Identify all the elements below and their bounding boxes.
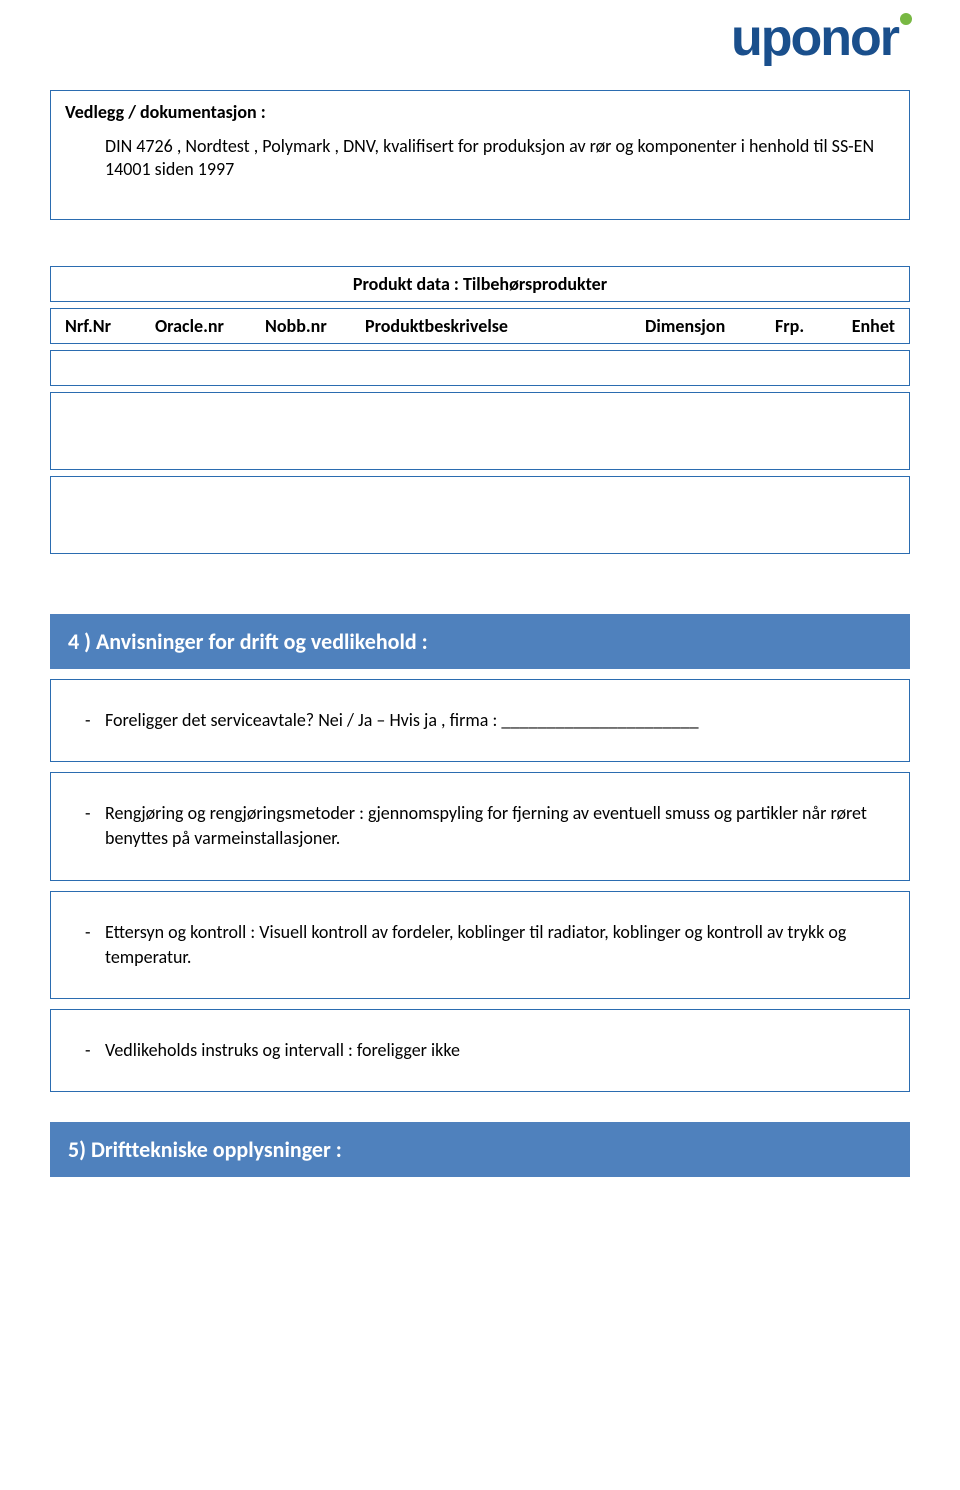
table-empty-row-3 (50, 476, 910, 554)
col-nobb: Nobb.nr (265, 315, 365, 337)
logo-text: uponor (731, 9, 898, 67)
section-5-heading: 5) Drifttekniske opplysninger : (50, 1122, 910, 1177)
table-empty-row-1 (50, 350, 910, 386)
bullet-dash-icon: - (65, 920, 105, 970)
product-table-header-row: Nrf.Nr Oracle.nr Nobb.nr Produktbeskrive… (50, 308, 910, 344)
bullet-cleaning-text: Rengjøring og rengjøringsmetoder : gjenn… (105, 801, 895, 851)
col-oracle: Oracle.nr (155, 315, 265, 337)
col-frp: Frp. (775, 315, 835, 337)
product-data-header-box: Produkt data : Tilbehørsprodukter (50, 266, 910, 302)
brand-logo: uponor (731, 8, 910, 68)
bullet-service-text: Foreligger det serviceavtale? Nei / Ja –… (105, 708, 895, 733)
bullet-dash-icon: - (65, 801, 105, 851)
col-desc: Produktbeskrivelse (365, 315, 645, 337)
bullet-inspection-text: Ettersyn og kontroll : Visuell kontroll … (105, 920, 895, 970)
attachment-body: DIN 4726 , Nordtest , Polymark , DNV, kv… (105, 135, 895, 182)
section-4-heading: 4 ) Anvisninger for drift og vedlikehold… (50, 614, 910, 669)
attachment-documentation-box: Vedlegg / dokumentasjon : DIN 4726 , Nor… (50, 90, 910, 220)
bullet-box-service: - Foreligger det serviceavtale? Nei / Ja… (50, 679, 910, 762)
bullet-box-cleaning: - Rengjøring og rengjøringsmetoder : gje… (50, 772, 910, 880)
bullet-maintenance-text: Vedlikeholds instruks og intervall : for… (105, 1038, 895, 1063)
bullet-box-inspection: - Ettersyn og kontroll : Visuell kontrol… (50, 891, 910, 999)
logo-dot-icon (900, 13, 912, 25)
col-nrf: Nrf.Nr (65, 315, 155, 337)
product-data-header: Produkt data : Tilbehørsprodukter (65, 273, 895, 295)
col-enh: Enhet (835, 315, 895, 337)
bullet-box-maintenance: - Vedlikeholds instruks og intervall : f… (50, 1009, 910, 1092)
col-dim: Dimensjon (645, 315, 775, 337)
attachment-heading: Vedlegg / dokumentasjon : (65, 101, 895, 123)
bullet-dash-icon: - (65, 708, 105, 733)
table-empty-row-2 (50, 392, 910, 470)
bullet-dash-icon: - (65, 1038, 105, 1063)
